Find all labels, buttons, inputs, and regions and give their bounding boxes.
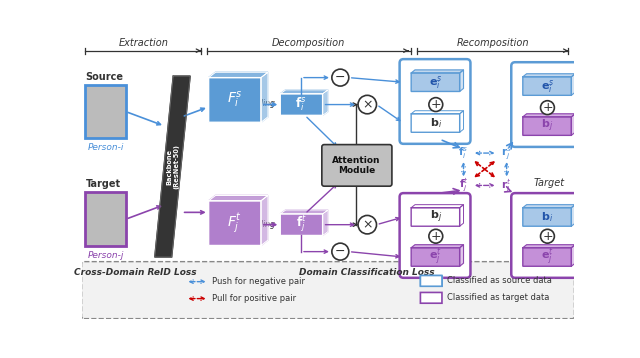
Polygon shape — [280, 90, 328, 94]
FancyBboxPatch shape — [420, 276, 442, 286]
FancyBboxPatch shape — [411, 73, 460, 92]
FancyBboxPatch shape — [399, 193, 470, 278]
Polygon shape — [411, 205, 463, 208]
FancyBboxPatch shape — [411, 208, 460, 226]
Text: +: + — [431, 230, 441, 243]
Text: +: + — [542, 230, 553, 243]
Circle shape — [358, 95, 376, 114]
Text: Source: Source — [86, 72, 124, 82]
FancyBboxPatch shape — [84, 84, 126, 139]
Polygon shape — [460, 205, 463, 226]
Polygon shape — [209, 195, 268, 201]
Text: Pooling: Pooling — [248, 220, 276, 229]
Text: $\mathbf{e}_i^s$: $\mathbf{e}_i^s$ — [429, 74, 443, 91]
Text: Decomposition: Decomposition — [272, 38, 346, 48]
Text: Classified as source data: Classified as source data — [447, 276, 552, 285]
Polygon shape — [261, 195, 268, 246]
Text: $\mathbf{r}_j^s$: $\mathbf{r}_j^s$ — [501, 145, 512, 161]
Polygon shape — [523, 74, 575, 77]
Polygon shape — [411, 245, 463, 248]
Circle shape — [332, 243, 349, 260]
Text: Domain Classification Loss: Domain Classification Loss — [299, 268, 435, 277]
Text: $\mathbf{f}_i^s$: $\mathbf{f}_i^s$ — [458, 145, 468, 161]
Polygon shape — [209, 72, 268, 78]
Polygon shape — [572, 74, 575, 95]
Text: ×: × — [362, 98, 372, 111]
FancyBboxPatch shape — [420, 276, 442, 286]
Text: Person-j: Person-j — [87, 251, 124, 260]
Text: Recomposition: Recomposition — [456, 38, 529, 48]
Polygon shape — [411, 111, 463, 114]
Text: Attention
Module: Attention Module — [332, 156, 381, 175]
Text: +: + — [431, 98, 441, 111]
Circle shape — [358, 216, 376, 234]
Text: Classified as target data: Classified as target data — [447, 293, 550, 302]
Text: $\mathbf{r}_i^t$: $\mathbf{r}_i^t$ — [502, 177, 512, 194]
FancyBboxPatch shape — [523, 248, 572, 266]
FancyBboxPatch shape — [82, 262, 575, 319]
FancyBboxPatch shape — [523, 77, 572, 95]
Circle shape — [332, 69, 349, 86]
FancyBboxPatch shape — [511, 62, 582, 147]
Text: $\mathbf{b}_i$: $\mathbf{b}_i$ — [541, 210, 554, 224]
FancyBboxPatch shape — [322, 145, 392, 186]
Text: $\mathbf{e}_i^s$: $\mathbf{e}_i^s$ — [541, 78, 554, 95]
FancyBboxPatch shape — [280, 214, 323, 236]
Text: Cross-Domain ReID Loss: Cross-Domain ReID Loss — [74, 268, 197, 277]
FancyBboxPatch shape — [209, 201, 261, 246]
Polygon shape — [323, 210, 328, 236]
Text: Pull for positive pair: Pull for positive pair — [212, 294, 296, 303]
Polygon shape — [572, 114, 575, 135]
FancyBboxPatch shape — [209, 78, 261, 122]
Text: $\mathbf{b}_i$: $\mathbf{b}_i$ — [429, 116, 442, 130]
Text: $\mathbf{e}_j^t$: $\mathbf{e}_j^t$ — [429, 246, 442, 268]
Polygon shape — [323, 90, 328, 115]
Text: $\mathbf{f}_i^s$: $\mathbf{f}_i^s$ — [296, 96, 307, 113]
Polygon shape — [523, 245, 575, 248]
FancyBboxPatch shape — [511, 193, 582, 278]
Text: ×: × — [362, 218, 372, 231]
Polygon shape — [523, 114, 575, 117]
Text: −: − — [335, 245, 346, 258]
FancyBboxPatch shape — [280, 94, 323, 115]
Polygon shape — [460, 111, 463, 132]
FancyBboxPatch shape — [411, 114, 460, 132]
FancyBboxPatch shape — [523, 208, 572, 226]
Polygon shape — [460, 70, 463, 92]
Polygon shape — [411, 70, 463, 73]
Polygon shape — [460, 245, 463, 266]
Text: $\mathbf{f}_j^t$: $\mathbf{f}_j^t$ — [296, 214, 307, 235]
Polygon shape — [155, 76, 190, 257]
FancyBboxPatch shape — [523, 117, 572, 135]
Text: Backbone
(ResNet-50): Backbone (ResNet-50) — [166, 144, 179, 189]
Polygon shape — [523, 205, 575, 208]
Polygon shape — [261, 72, 268, 122]
Text: $\mathbf{e}_j^t$: $\mathbf{e}_j^t$ — [541, 246, 554, 268]
Text: +: + — [542, 101, 553, 114]
Text: $\mathbf{b}_j$: $\mathbf{b}_j$ — [429, 209, 442, 225]
Text: $F_j^t$: $F_j^t$ — [227, 211, 243, 235]
Text: Source: Source — [532, 62, 566, 72]
Polygon shape — [280, 210, 328, 214]
Text: $F_i^s$: $F_i^s$ — [227, 90, 243, 110]
Circle shape — [541, 229, 554, 243]
Polygon shape — [572, 205, 575, 226]
Circle shape — [429, 229, 443, 243]
FancyBboxPatch shape — [399, 59, 470, 144]
Text: Pooling: Pooling — [248, 98, 276, 107]
Circle shape — [429, 98, 443, 111]
FancyBboxPatch shape — [420, 292, 442, 303]
Text: −: − — [335, 71, 346, 84]
Text: $\mathbf{f}_j^t$: $\mathbf{f}_j^t$ — [459, 177, 468, 194]
Text: Push for negative pair: Push for negative pair — [212, 277, 305, 286]
Polygon shape — [572, 245, 575, 266]
Text: Target: Target — [86, 179, 120, 189]
FancyBboxPatch shape — [84, 192, 126, 246]
FancyBboxPatch shape — [411, 248, 460, 266]
Circle shape — [541, 101, 554, 115]
Text: Extraction: Extraction — [118, 38, 168, 48]
Text: $\mathbf{b}_j$: $\mathbf{b}_j$ — [541, 118, 554, 134]
Text: Person-i: Person-i — [87, 143, 124, 152]
Text: Target: Target — [533, 178, 564, 188]
